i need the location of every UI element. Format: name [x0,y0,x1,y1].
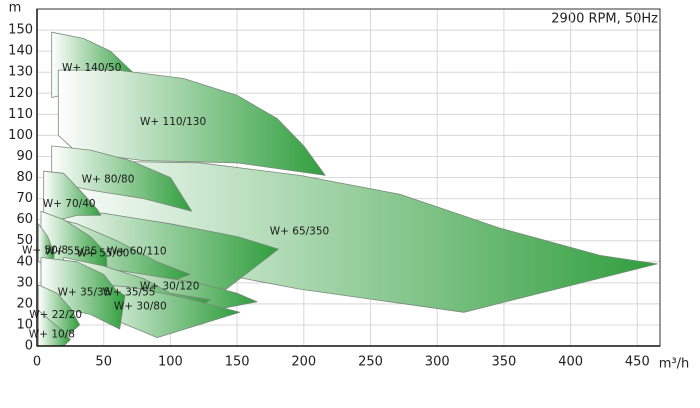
x-axis-label: m³/h [659,357,690,372]
chart-title: 2900 RPM, 50Hz [551,12,658,27]
x-tick-label: 400 [558,355,583,370]
region-label: W+ 140/50 [62,62,121,74]
y-tick-label: 60 [16,212,33,227]
region-label: W+ 70/40 [43,198,96,210]
x-tick-label: 100 [158,355,183,370]
region-label: W+ 10/8 [29,328,75,340]
region-label: W+ 60/110 [107,245,166,257]
y-tick-label: 120 [8,86,33,101]
x-tick-label: 200 [291,355,316,370]
region-label: W+ 35/35 [58,286,111,298]
y-tick-label: 0 [25,339,33,354]
y-tick-label: 140 [8,44,33,59]
x-tick-label: 350 [492,355,517,370]
region-label: W+ 30/80 [114,301,167,313]
region-label: W+ 22/20 [29,309,82,321]
region-label: W+ 50/8 [22,245,68,257]
region-label: W+ 55/35 [45,246,98,258]
x-tick-label: 50 [95,355,112,370]
y-tick-label: 20 [16,296,33,311]
y-tick-label: 70 [16,191,33,206]
y-tick-label: 110 [8,107,33,122]
y-tick-label: 100 [8,128,33,143]
y-tick-label: 30 [16,275,33,290]
y-tick-label: 10 [16,317,33,332]
region-label: W+ 110/130 [140,116,206,128]
region-label: W+ 80/80 [82,174,135,186]
y-tick-label: 80 [16,170,33,185]
region-label: W+ 30/120 [140,281,199,293]
y-tick-label: 90 [16,149,33,164]
pump-region [40,257,126,330]
region-label: W+ 35/55 [103,286,156,298]
y-axis-label: m [9,1,22,16]
x-tick-label: 450 [625,355,650,370]
region-label: W+ 65/350 [270,225,329,237]
x-tick-label: 300 [425,355,450,370]
y-tick-label: 130 [8,65,33,80]
y-tick-label: 50 [16,233,33,248]
x-tick-label: 150 [225,355,250,370]
x-tick-label: 0 [33,355,41,370]
y-tick-label: 150 [8,23,33,38]
y-tick-label: 40 [16,254,33,269]
x-tick-label: 250 [358,355,383,370]
region-label: W+ 55/60 [77,247,130,259]
